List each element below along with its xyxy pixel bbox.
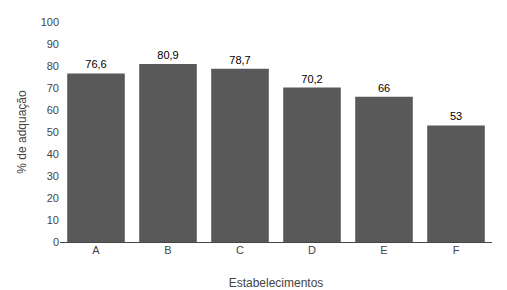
svg-text:0: 0 [53,236,59,248]
svg-text:10: 10 [47,214,59,226]
svg-text:66: 66 [378,82,390,94]
svg-text:40: 40 [47,148,59,160]
svg-text:70,2: 70,2 [301,73,322,85]
svg-text:78,7: 78,7 [229,54,250,66]
svg-text:Estabelecimentos: Estabelecimentos [229,276,324,290]
svg-text:76,6: 76,6 [85,58,106,70]
svg-text:90: 90 [47,38,59,50]
svg-text:C: C [236,244,244,256]
svg-text:% de adquação: % de adquação [15,90,29,174]
svg-text:80,9: 80,9 [157,49,178,61]
svg-text:F: F [453,244,460,256]
svg-text:D: D [308,244,316,256]
svg-text:50: 50 [47,126,59,138]
svg-text:60: 60 [47,104,59,116]
svg-text:E: E [380,244,387,256]
svg-text:53: 53 [450,110,462,122]
svg-text:20: 20 [47,192,59,204]
svg-text:100: 100 [41,16,59,28]
svg-text:30: 30 [47,170,59,182]
svg-text:A: A [92,244,100,256]
svg-text:B: B [164,244,171,256]
svg-text:70: 70 [47,82,59,94]
svg-text:80: 80 [47,60,59,72]
